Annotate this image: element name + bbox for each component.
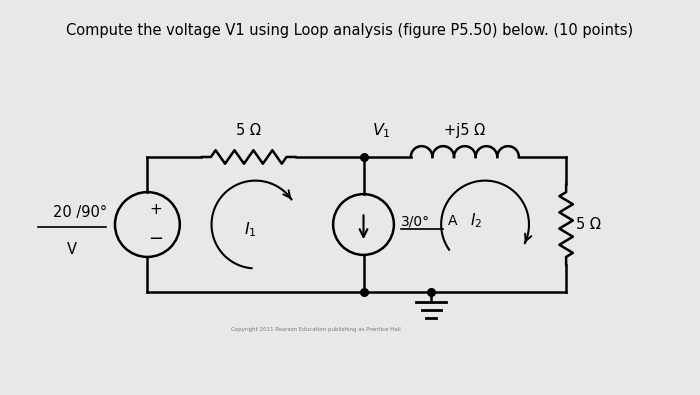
- Text: −: −: [148, 230, 164, 248]
- Text: +: +: [150, 202, 162, 217]
- Text: 5 Ω: 5 Ω: [237, 123, 261, 138]
- Text: Compute the voltage V1 using Loop analysis (figure P5.50) below. (10 points): Compute the voltage V1 using Loop analys…: [66, 23, 634, 38]
- Text: V: V: [66, 242, 77, 257]
- Text: A: A: [448, 214, 457, 228]
- Text: $I_1$: $I_1$: [244, 220, 256, 239]
- Text: $V_1$: $V_1$: [372, 121, 391, 140]
- Text: $I_2$: $I_2$: [470, 212, 482, 231]
- Text: 20 /90°: 20 /90°: [52, 205, 107, 220]
- Text: Copyright 2011 Pearson Education publishing as Prentice Hall: Copyright 2011 Pearson Education publish…: [232, 327, 401, 332]
- Text: +j5 Ω: +j5 Ω: [444, 123, 485, 138]
- Text: 3/0°: 3/0°: [400, 214, 430, 228]
- Text: 5 Ω: 5 Ω: [576, 217, 601, 232]
